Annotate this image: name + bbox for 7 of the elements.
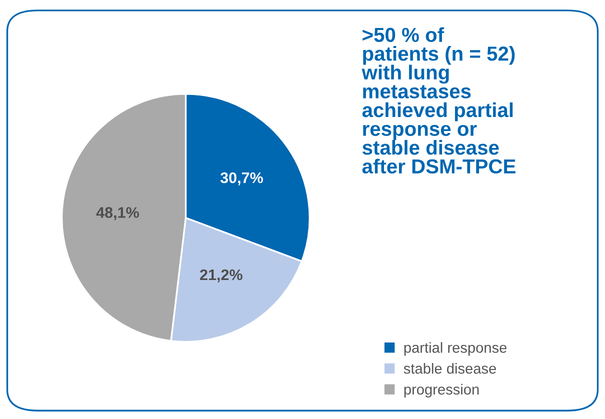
legend-label: progression (404, 384, 479, 398)
data-label: 30,7% (220, 172, 263, 186)
chart-title: >50 % of patients (n = 52) with lung metastases achieved partial response or stable disease after DSM-TPCE (362, 27, 516, 174)
data-label: 21,2% (200, 269, 242, 282)
data-label: 48,1% (96, 207, 139, 220)
legend-label: partial response (404, 342, 507, 356)
legend-label: stable disease (404, 363, 496, 374)
